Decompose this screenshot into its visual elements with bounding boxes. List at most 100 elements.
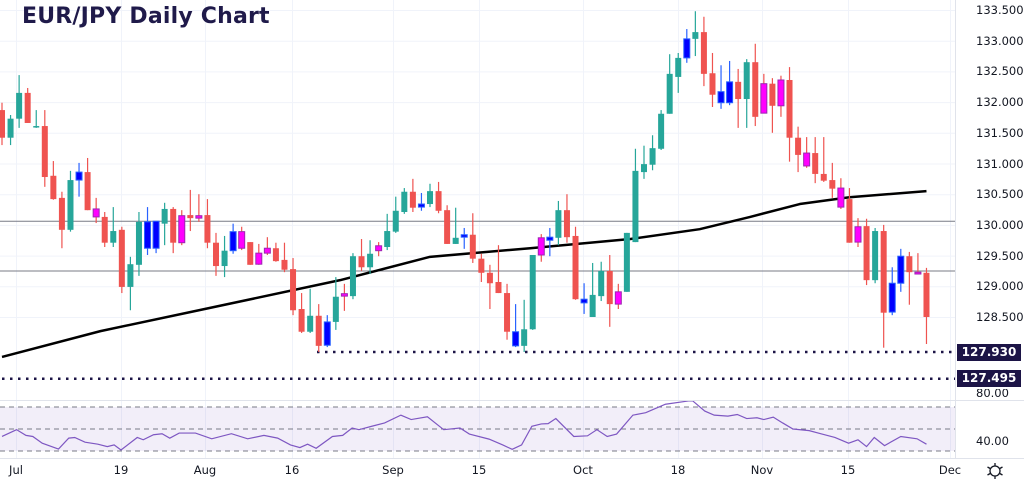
candle xyxy=(340,283,348,311)
time-label-16: 16 xyxy=(284,463,300,477)
candle xyxy=(127,256,134,311)
candle-body xyxy=(332,296,339,322)
candle xyxy=(110,207,117,248)
candle xyxy=(332,277,339,330)
candle xyxy=(666,54,673,114)
candle xyxy=(692,11,699,57)
candle-body xyxy=(717,91,725,104)
candle-body xyxy=(683,38,691,59)
candle-body xyxy=(623,232,630,292)
candle-body xyxy=(769,83,776,106)
candle-body xyxy=(803,152,811,167)
candle-body xyxy=(795,137,802,155)
time-label-nov: Nov xyxy=(750,463,774,477)
candle xyxy=(118,226,125,294)
candle xyxy=(263,237,271,255)
candle-body xyxy=(281,259,288,270)
candle xyxy=(16,75,23,128)
candle xyxy=(272,242,279,262)
price-badge-127495: 127.495 xyxy=(957,370,1021,387)
candle-body xyxy=(118,229,125,287)
candle xyxy=(846,188,853,243)
candle xyxy=(135,212,142,276)
candle xyxy=(726,60,734,106)
candle-body xyxy=(340,293,348,297)
candle-body xyxy=(307,315,314,332)
candle xyxy=(0,102,5,146)
candle xyxy=(795,126,802,173)
candle xyxy=(683,29,691,63)
candle xyxy=(717,65,725,109)
rsi-panel xyxy=(0,400,955,452)
price-badge-127930: 127.930 xyxy=(957,344,1021,361)
candle xyxy=(367,240,374,275)
candle xyxy=(255,243,263,265)
time-label-sep: Sep xyxy=(382,463,404,477)
candle-body xyxy=(50,175,57,200)
candle xyxy=(641,145,647,179)
rsi-tick-80-text: 80.00 xyxy=(976,389,1009,398)
candle-body xyxy=(247,242,254,265)
candle xyxy=(598,261,605,302)
settings-gear-icon[interactable] xyxy=(986,462,1004,480)
candle-body xyxy=(906,256,913,273)
candle-body xyxy=(760,83,768,114)
moving-average xyxy=(1,189,927,359)
candle-body xyxy=(84,172,91,211)
candle xyxy=(658,110,665,150)
candle-body xyxy=(726,81,734,104)
candle-body xyxy=(589,294,596,317)
candle-body xyxy=(187,215,194,219)
candle xyxy=(24,87,31,123)
candle-body xyxy=(367,253,374,268)
candle-body xyxy=(863,226,870,281)
candle xyxy=(452,207,459,244)
candle xyxy=(247,242,254,265)
candle xyxy=(444,205,451,244)
candle-body xyxy=(914,271,922,275)
candle-body xyxy=(384,231,391,248)
candle xyxy=(512,304,520,348)
candle-body xyxy=(537,237,545,256)
candle xyxy=(204,199,211,249)
candle-body xyxy=(469,234,476,259)
candle xyxy=(675,52,682,93)
time-label-15: 15 xyxy=(471,463,487,477)
candle-body xyxy=(427,191,433,205)
candle-body xyxy=(478,258,485,273)
candle xyxy=(298,293,305,333)
candle xyxy=(495,245,502,294)
candle-body xyxy=(872,231,879,281)
candle xyxy=(417,192,425,211)
candle-body xyxy=(512,331,520,347)
candle-body xyxy=(435,191,442,211)
candle-body xyxy=(614,291,622,305)
candle-body xyxy=(392,210,399,232)
candle-body xyxy=(486,272,493,284)
price-tick-label: 129.500 xyxy=(976,248,1024,263)
candle xyxy=(521,299,528,352)
chart-title: EUR/JPY Daily Chart xyxy=(22,4,270,29)
candle xyxy=(213,232,219,276)
candle xyxy=(589,262,596,317)
candles xyxy=(0,11,930,352)
price-tick-label: 128.500 xyxy=(976,310,1024,324)
candle xyxy=(101,212,108,248)
price-tick-label: 131.500 xyxy=(976,125,1024,140)
candle xyxy=(537,234,545,262)
candle-body xyxy=(0,110,5,138)
candle xyxy=(914,253,922,275)
candle-body xyxy=(401,191,408,213)
candle-body xyxy=(786,79,793,138)
candle xyxy=(75,162,83,197)
candle xyxy=(7,114,14,146)
candle xyxy=(546,227,554,257)
candle xyxy=(152,220,160,254)
candle-body xyxy=(572,235,579,300)
candle-body xyxy=(752,62,759,117)
candle xyxy=(863,218,870,286)
candle xyxy=(897,248,905,292)
candle-body xyxy=(658,113,665,149)
candle-body xyxy=(606,270,613,305)
